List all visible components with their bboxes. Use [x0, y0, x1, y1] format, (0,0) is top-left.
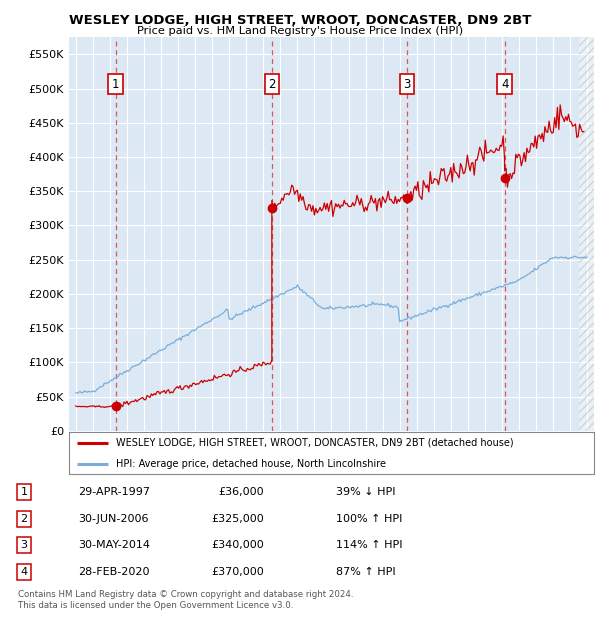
- Text: £36,000: £36,000: [218, 487, 264, 497]
- Text: 29-APR-1997: 29-APR-1997: [78, 487, 150, 497]
- Text: 2: 2: [20, 513, 28, 524]
- Text: 1: 1: [112, 78, 119, 91]
- Text: 30-JUN-2006: 30-JUN-2006: [78, 513, 149, 524]
- Text: 87% ↑ HPI: 87% ↑ HPI: [336, 567, 395, 577]
- Text: 2: 2: [268, 78, 275, 91]
- Text: 30-MAY-2014: 30-MAY-2014: [78, 540, 150, 551]
- Text: £370,000: £370,000: [211, 567, 264, 577]
- Text: 39% ↓ HPI: 39% ↓ HPI: [336, 487, 395, 497]
- Text: 100% ↑ HPI: 100% ↑ HPI: [336, 513, 403, 524]
- Text: £340,000: £340,000: [211, 540, 264, 551]
- Text: WESLEY LODGE, HIGH STREET, WROOT, DONCASTER, DN9 2BT (detached house): WESLEY LODGE, HIGH STREET, WROOT, DONCAS…: [116, 438, 514, 448]
- Text: Price paid vs. HM Land Registry's House Price Index (HPI): Price paid vs. HM Land Registry's House …: [137, 26, 463, 36]
- Bar: [578, 37, 594, 431]
- Text: 4: 4: [20, 567, 28, 577]
- Text: 3: 3: [403, 78, 410, 91]
- Text: WESLEY LODGE, HIGH STREET, WROOT, DONCASTER, DN9 2BT: WESLEY LODGE, HIGH STREET, WROOT, DONCAS…: [69, 14, 531, 27]
- Text: Contains HM Land Registry data © Crown copyright and database right 2024.
This d: Contains HM Land Registry data © Crown c…: [18, 590, 353, 609]
- Text: 4: 4: [501, 78, 508, 91]
- Text: HPI: Average price, detached house, North Lincolnshire: HPI: Average price, detached house, Nort…: [116, 459, 386, 469]
- Text: £325,000: £325,000: [211, 513, 264, 524]
- Text: 1: 1: [20, 487, 28, 497]
- Text: 3: 3: [20, 540, 28, 551]
- Text: 114% ↑ HPI: 114% ↑ HPI: [336, 540, 403, 551]
- Text: 28-FEB-2020: 28-FEB-2020: [78, 567, 149, 577]
